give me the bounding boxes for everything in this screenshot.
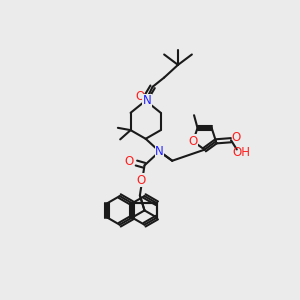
Text: O: O [135, 90, 145, 103]
Text: N: N [155, 145, 164, 158]
Text: O: O [188, 135, 198, 148]
Text: O: O [232, 131, 241, 144]
Text: O: O [125, 155, 134, 168]
Text: O: O [136, 174, 146, 187]
Text: N: N [142, 94, 151, 107]
Text: OH: OH [232, 146, 250, 159]
